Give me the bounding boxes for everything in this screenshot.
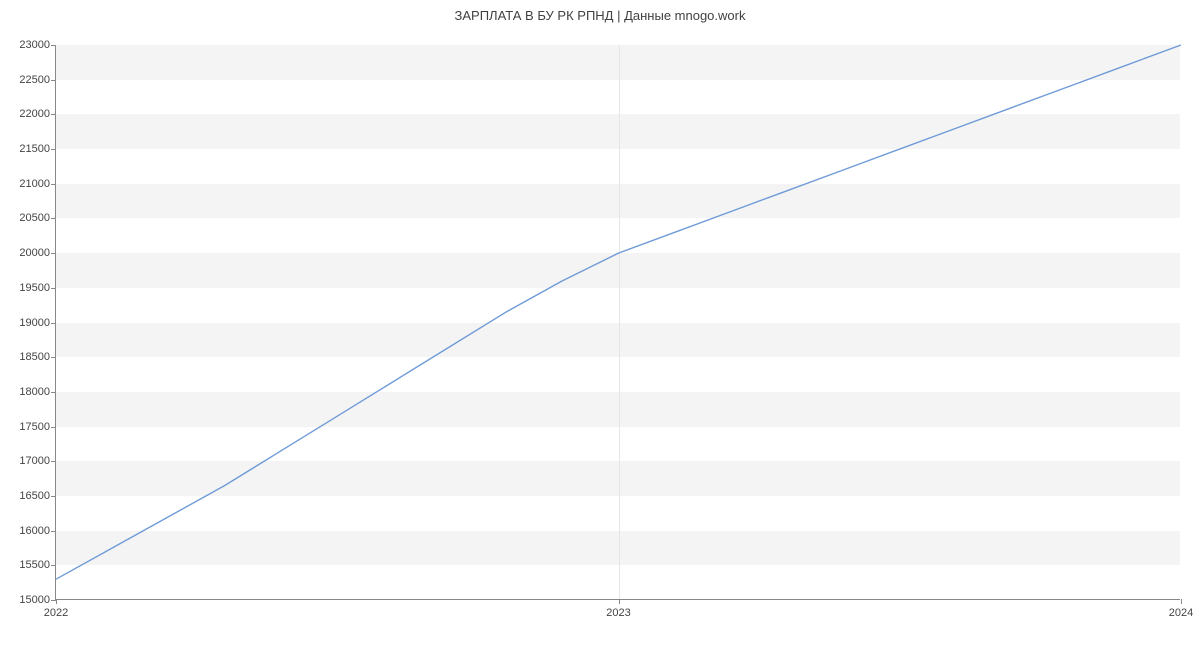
y-tick-label: 15500 xyxy=(19,559,50,571)
y-tick-label: 18000 xyxy=(19,386,50,398)
y-tick-label: 16000 xyxy=(19,525,50,537)
y-tick-label: 20000 xyxy=(19,247,50,259)
y-tick-label: 16500 xyxy=(19,490,50,502)
y-tick-label: 20500 xyxy=(19,212,50,224)
y-tick-label: 15000 xyxy=(19,594,50,606)
y-tick-label: 17500 xyxy=(19,421,50,433)
y-tick-label: 23000 xyxy=(19,39,50,51)
y-tick-label: 22000 xyxy=(19,108,50,120)
x-tick-mark xyxy=(1181,599,1182,604)
y-tick-label: 19000 xyxy=(19,317,50,329)
chart-title: ЗАРПЛАТА В БУ РК РПНД | Данные mnogo.wor… xyxy=(0,8,1200,23)
y-tick-label: 22500 xyxy=(19,74,50,86)
x-tick-label: 2022 xyxy=(44,607,68,619)
salary-line-chart: ЗАРПЛАТА В БУ РК РПНД | Данные mnogo.wor… xyxy=(0,0,1200,650)
y-tick-label: 17000 xyxy=(19,455,50,467)
series-line xyxy=(56,45,1181,600)
y-tick-label: 21500 xyxy=(19,143,50,155)
x-tick-label: 2023 xyxy=(606,607,630,619)
plot-area: 1500015500160001650017000175001800018500… xyxy=(55,45,1180,600)
y-tick-label: 19500 xyxy=(19,282,50,294)
x-tick-label: 2024 xyxy=(1169,607,1193,619)
y-tick-label: 21000 xyxy=(19,178,50,190)
y-tick-label: 18500 xyxy=(19,351,50,363)
